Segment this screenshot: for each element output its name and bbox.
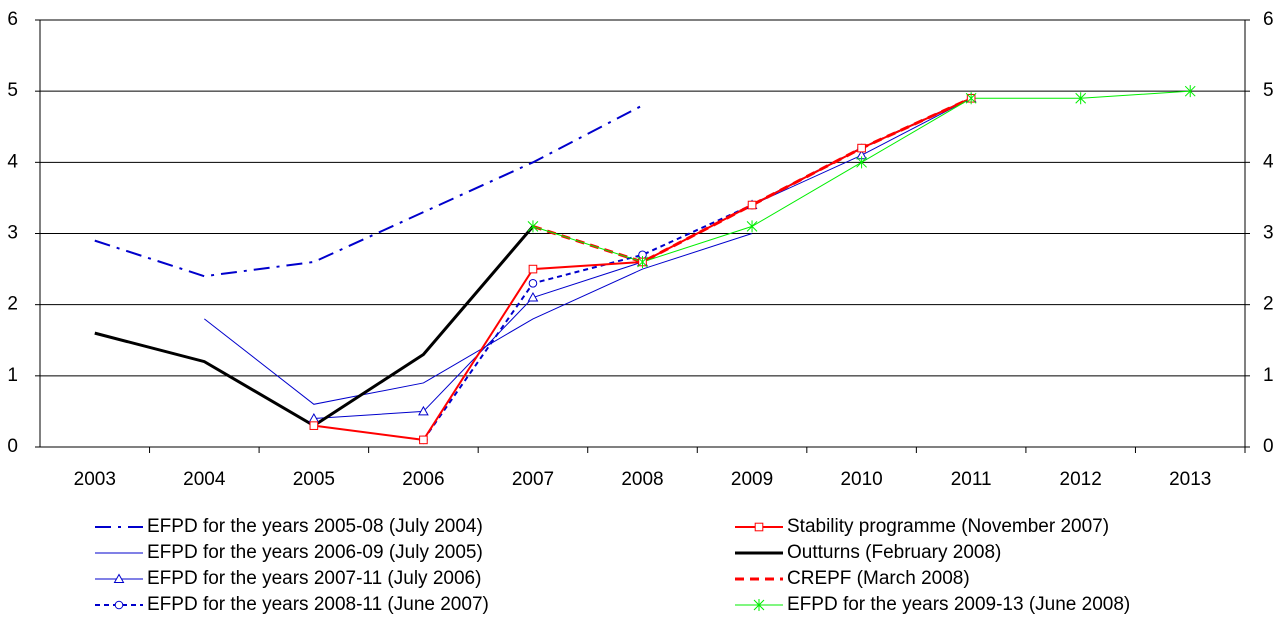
marker: [1075, 92, 1087, 105]
marker: [856, 156, 867, 169]
marker: [753, 599, 765, 611]
legend-label: EFPD for the years 2007-11 (July 2006): [147, 568, 481, 589]
legend-label: EFPD for the years 2009-13 (June 2008): [787, 594, 1130, 615]
marker: [113, 573, 125, 583]
legend-label: EFPD for the years 2008-11 (June 2007): [147, 594, 489, 615]
y-tick-label: 6: [7, 9, 18, 30]
series-line: [422, 97, 972, 441]
legend-label: EFPD for the years 2006-09 (July 2005): [147, 542, 483, 563]
marker: [1184, 85, 1196, 98]
y2-tick-label: 1: [1263, 365, 1274, 386]
y2-tick-label: 5: [1263, 80, 1274, 101]
x-tick-label: 2005: [293, 469, 335, 490]
marker: [418, 405, 429, 416]
x-tick-label: 2010: [840, 469, 882, 490]
y-tick-label: 3: [7, 223, 18, 244]
x-tick-label: 2006: [402, 469, 444, 490]
marker: [746, 220, 758, 233]
series-line: [204, 233, 753, 405]
series-line: [94, 225, 535, 428]
y2-tick-label: 4: [1263, 151, 1274, 172]
x-tick-label: 2011: [951, 469, 992, 490]
y-tick-label: 1: [7, 365, 18, 386]
x-tick-label: 2007: [512, 469, 554, 490]
legend-label: Outturns (February 2008): [787, 542, 1001, 563]
x-tick-label: 2012: [1060, 469, 1102, 490]
marker: [527, 292, 539, 302]
y-tick-label: 2: [7, 294, 18, 315]
legend-label: CREPF (March 2008): [787, 568, 970, 589]
x-tick-label: 2003: [74, 469, 116, 490]
y2-tick-label: 0: [1263, 436, 1274, 457]
marker: [114, 600, 124, 610]
marker: [857, 143, 866, 153]
marker: [419, 435, 428, 445]
y2-tick-label: 6: [1263, 9, 1274, 30]
x-tick-label: 2004: [183, 469, 226, 490]
marker: [965, 92, 977, 105]
series-line: [94, 104, 643, 278]
marker: [528, 264, 538, 274]
marker: [528, 279, 538, 288]
y-tick-label: 4: [7, 151, 18, 172]
legend-label: Stability programme (November 2007): [787, 516, 1109, 537]
marker: [637, 255, 648, 268]
series-line: [532, 90, 1191, 263]
series-line: [532, 96, 972, 264]
x-tick-label: 2009: [731, 469, 773, 490]
x-tick-label: 2013: [1169, 469, 1211, 490]
marker: [747, 200, 757, 210]
legend-label: EFPD for the years 2005-08 (July 2004): [147, 516, 483, 537]
y2-tick-label: 2: [1263, 294, 1274, 315]
marker: [309, 421, 319, 430]
y-tick-label: 0: [7, 436, 18, 457]
x-tick-label: 2008: [621, 469, 663, 490]
y-tick-label: 5: [7, 80, 18, 101]
y2-tick-label: 3: [1263, 223, 1274, 244]
marker: [754, 522, 764, 532]
marker: [527, 220, 539, 233]
